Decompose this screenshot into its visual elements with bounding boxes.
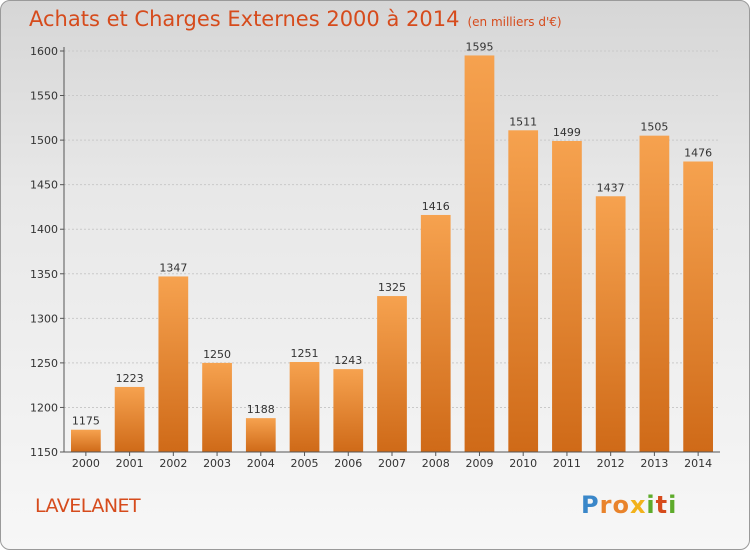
bar-value-label: 1223 [116,372,144,385]
y-tick-label: 1600 [30,45,58,58]
x-tick-label: 2011 [553,457,581,470]
bar[interactable] [552,141,582,452]
bar-value-label: 1499 [553,126,581,139]
x-tick-label: 2009 [465,457,493,470]
bar[interactable] [683,161,714,452]
y-tick-label: 1450 [30,179,58,192]
bar-value-label: 1505 [640,121,668,134]
x-tick-label: 2010 [509,457,537,470]
x-tick-label: 2005 [291,457,319,470]
y-tick-label: 1200 [30,401,58,414]
y-tick-label: 1150 [30,446,58,459]
bar[interactable] [333,369,364,452]
x-tick-label: 2004 [247,457,275,470]
bar-value-label: 1476 [684,146,712,159]
bar[interactable] [377,296,407,452]
chart-subtitle: (en milliers d'€) [467,15,562,29]
bar[interactable] [639,135,670,452]
bar[interactable] [158,276,189,452]
bar[interactable] [508,130,539,452]
x-tick-label: 2008 [422,457,450,470]
x-tick-label: 2000 [72,457,100,470]
bar[interactable] [245,418,276,452]
x-tick-label: 2002 [159,457,187,470]
y-tick-label: 1250 [30,357,58,370]
bar-value-label: 1437 [597,181,625,194]
bars: 1175 1223 1347 1250 1188 1251 1243 1325 1416 1595… [70,40,714,452]
bar-value-label: 1243 [334,354,362,367]
bar-value-label: 1347 [159,261,187,274]
x-tick-label: 2003 [203,457,231,470]
bar-value-label: 1595 [465,40,493,53]
proxiti-logo[interactable]: Proxiti [581,491,678,519]
x-tick-label: 2014 [684,457,712,470]
y-tick-label: 1500 [30,134,58,147]
y-tick-label: 1400 [30,223,58,236]
y-tick-label: 1350 [30,268,58,281]
place-name: LAVELANET [35,495,141,517]
bar[interactable] [289,361,320,452]
axes: 1150 1200 1250 1300 1350 1400 1450 1500 1550 1600… [30,45,720,470]
x-tick-label: 2007 [378,457,406,470]
bar-value-label: 1250 [203,348,231,361]
x-tick-label: 2012 [597,457,625,470]
bar[interactable] [420,214,451,452]
bar[interactable] [202,362,232,452]
x-tick-label: 2001 [116,457,144,470]
bar[interactable] [70,429,101,452]
chart-title-text: Achats et Charges Externes 2000 à 2014 [29,7,460,31]
bar-value-label: 1511 [509,115,537,128]
x-tick-label: 2013 [640,457,668,470]
y-tick-label: 1300 [30,312,58,325]
bar-value-label: 1188 [247,403,275,416]
bar[interactable] [595,196,626,452]
bar-value-label: 1325 [378,281,406,294]
x-tick-label: 2006 [334,457,362,470]
chart-title: Achats et Charges Externes 2000 à 2014 (e… [29,7,562,31]
y-tick-label: 1550 [30,90,58,103]
bar[interactable] [114,386,145,452]
bar-value-label: 1251 [291,347,319,360]
bar[interactable] [464,55,495,452]
bar-value-label: 1416 [422,200,450,213]
bar-value-label: 1175 [72,415,100,428]
